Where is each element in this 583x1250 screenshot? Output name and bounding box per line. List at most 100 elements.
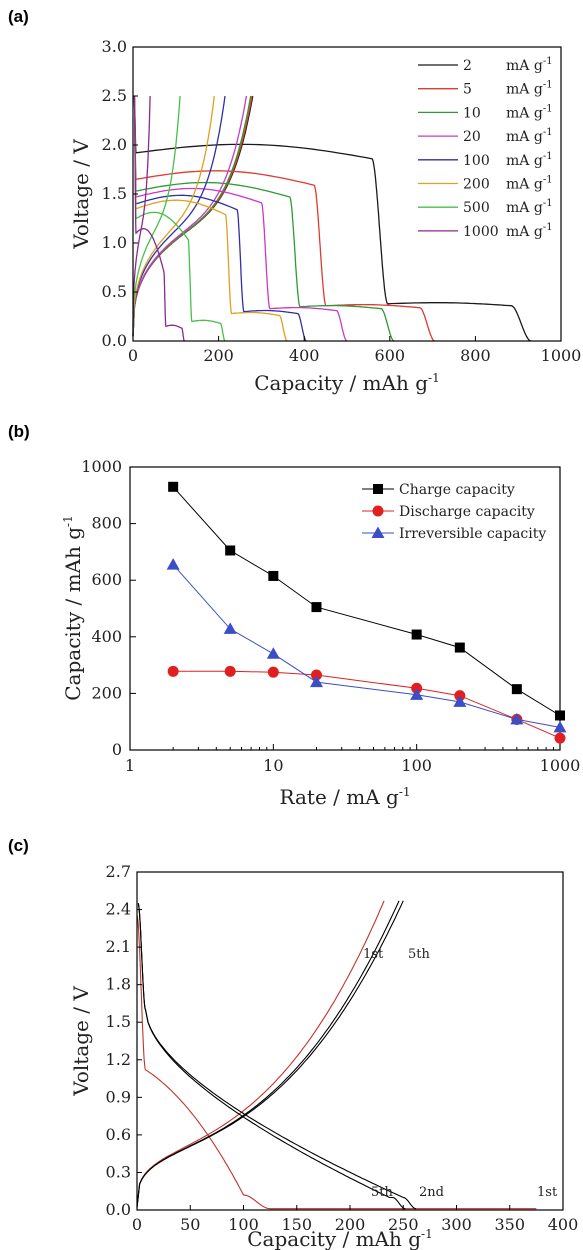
chart-a-charge-curve xyxy=(132,95,248,337)
chart-c-ytick-label: 2.4 xyxy=(106,900,131,919)
chart-c-curves xyxy=(136,900,537,1210)
chart-a-charge-curve xyxy=(132,95,181,337)
chart-a-ylabel: Voltage / V xyxy=(69,139,93,250)
chart-b-series xyxy=(166,481,567,744)
chart-b-legend-label: Irreversible capacity xyxy=(399,526,546,542)
chart-a-charge-curve xyxy=(132,95,226,337)
chart-c-xtick-label: 350 xyxy=(494,1215,525,1234)
chart-a-legend-rate: 1000 xyxy=(463,224,499,240)
chart-b-data-point xyxy=(454,642,465,653)
chart-b-xtick-label: 10 xyxy=(263,756,283,775)
chart-b-data-point xyxy=(410,688,424,700)
chart-c-ytick-label: 1.5 xyxy=(106,1012,131,1031)
chart-a-legend-unit: mA g-1 xyxy=(506,151,553,169)
chart-a-charge-curve xyxy=(132,95,252,337)
chart-b-data-point xyxy=(310,669,322,681)
chart-b-ytick-label: 800 xyxy=(91,514,122,533)
chart-a-ytick-label: 2.5 xyxy=(102,86,127,105)
chart-b-xtick-label: 100 xyxy=(401,756,432,775)
chart-a-legend-rate: 20 xyxy=(463,129,481,145)
chart-a-legend-unit: mA g-1 xyxy=(506,103,553,121)
chart-b-legend-label: Discharge capacity xyxy=(399,504,535,520)
chart-b-legend-marker xyxy=(371,526,385,538)
chart-a-legend-unit: mA g-1 xyxy=(506,80,553,98)
chart-a-legend-rate: 500 xyxy=(463,200,490,216)
annotation-c-1st-charge: 1st xyxy=(363,947,384,962)
chart-a-xtick-label: 600 xyxy=(375,346,406,365)
chart-a-legend-unit: mA g-1 xyxy=(506,198,553,216)
chart-a-legend-rate: 10 xyxy=(463,105,481,121)
chart-b-frame xyxy=(129,466,561,751)
chart-b-ticks: 1 10 100 1000 0 200 400 600 800 1000 xyxy=(81,457,580,775)
chart-a-xtick-label: 800 xyxy=(460,346,491,365)
panel-label-c: (c) xyxy=(8,836,29,855)
chart-b-series-line xyxy=(172,486,561,716)
chart-b-series-line xyxy=(172,564,561,728)
chart-a-charge-curve xyxy=(132,95,254,337)
chart-a-xtick-label: 200 xyxy=(203,346,234,365)
chart-c-ytick-label: 1.2 xyxy=(106,1050,131,1069)
chart-a-discharge-curve xyxy=(133,96,185,342)
chart-b-data-point xyxy=(224,665,236,677)
chart-c-ytick-label: 0.3 xyxy=(106,1162,131,1181)
chart-a-ytick-label: 0.5 xyxy=(102,282,127,301)
chart-b-data-point xyxy=(309,675,323,688)
chart-c-xlabel: Capacity / mAh g-1 xyxy=(247,1227,433,1250)
chart-b-data-point xyxy=(411,629,422,640)
chart-a-ytick-label: 2.0 xyxy=(102,135,127,154)
chart-a-charge-curve xyxy=(132,95,253,337)
chart-b-xtick-label: 1 xyxy=(125,756,135,775)
chart-a-xtick-label: 1000 xyxy=(541,346,582,365)
chart-a-legend-unit: mA g-1 xyxy=(506,56,553,74)
chart-c-charge-curve xyxy=(136,900,385,1208)
chart-c-charge-curve xyxy=(136,900,400,1208)
annotation-c-2nd-discharge: 2nd xyxy=(419,1185,444,1200)
panel-label-b: (b) xyxy=(8,422,30,441)
chart-b-data-point xyxy=(453,695,467,707)
chart-c-xtick-label: 150 xyxy=(281,1215,312,1234)
chart-b-xlabel: Rate / mA g-1 xyxy=(279,785,410,809)
chart-b-data-point xyxy=(555,710,565,721)
chart-b-data-point xyxy=(168,481,179,492)
chart-a-charge-curve xyxy=(132,95,215,337)
chart-c-xtick-label: 200 xyxy=(335,1215,366,1234)
chart-c-xtick-label: 50 xyxy=(180,1215,200,1234)
chart-a-legend-rate: 100 xyxy=(463,153,490,169)
chart-a-ytick-label: 0.0 xyxy=(102,331,127,350)
chart-c-xtick-label: 0 xyxy=(132,1215,142,1234)
chart-c-ticks: 0 50 100 150 200 250 300 350 400 0.0 0.3 0.6 0.9 1.2 1… xyxy=(106,862,579,1234)
chart-b-data-point xyxy=(553,720,567,733)
chart-c-xtick-label: 400 xyxy=(548,1215,579,1234)
chart-b-ytick-label: 600 xyxy=(91,570,122,589)
chart-b-data-point xyxy=(311,602,322,613)
chart-b-ytick-label: 200 xyxy=(91,683,122,702)
chart-c-ytick-label: 0.0 xyxy=(106,1200,131,1219)
chart-c-ytick-label: 0.6 xyxy=(106,1125,131,1144)
chart-b-ytick-label: 1000 xyxy=(81,457,122,476)
chart-b-data-point xyxy=(510,712,524,725)
chart-b-data-point xyxy=(223,622,237,634)
chart-c: 0 50 100 150 200 250 300 350 400 0.0 0.3 0.6 0.9 1.2 1… xyxy=(69,862,578,1250)
chart-b-legend-marker xyxy=(373,484,383,494)
chart-c-xtick-label: 250 xyxy=(388,1215,419,1234)
chart-b-data-point xyxy=(266,647,280,659)
chart-a-curves xyxy=(132,95,532,342)
chart-a-xtick-label: 400 xyxy=(289,346,320,365)
chart-a-ytick-label: 1.5 xyxy=(102,184,127,203)
annotation-c-5th-discharge: 5th xyxy=(371,1185,393,1200)
chart-b-data-point xyxy=(267,666,279,678)
chart-b-data-point xyxy=(166,558,180,570)
chart-a-legend-rate: 200 xyxy=(463,177,490,193)
chart-a-legend-unit: mA g-1 xyxy=(506,175,553,193)
chart-a-discharge-curve xyxy=(133,96,288,342)
chart-a-xtick-label: 0 xyxy=(128,346,138,365)
chart-b-xtick-label: 1000 xyxy=(540,756,581,775)
chart-a-legend-rate: 5 xyxy=(463,82,472,98)
chart-c-ylabel: Voltage / V xyxy=(69,986,93,1097)
chart-b-ytick-label: 400 xyxy=(91,627,122,646)
chart-c-xtick-label: 300 xyxy=(441,1215,472,1234)
chart-a-charge-curve xyxy=(132,95,151,337)
chart-b-data-point xyxy=(554,732,566,744)
chart-b-data-point xyxy=(511,684,522,695)
